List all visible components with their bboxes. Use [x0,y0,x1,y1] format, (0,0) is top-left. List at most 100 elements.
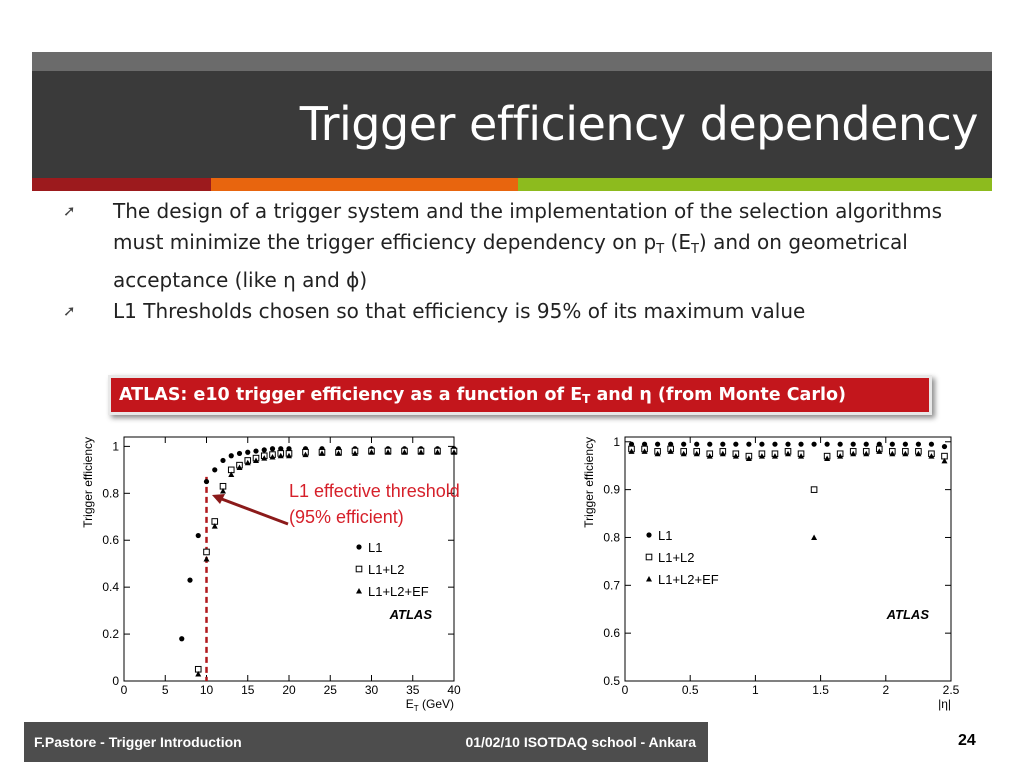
data-point [286,452,292,459]
data-point [236,450,243,457]
title-bar: Trigger efficiency dependency [32,71,992,178]
x-tick-label: 5 [162,683,169,697]
data-point [203,556,210,562]
bullet-item: ➚ The design of a trigger system and the… [56,196,956,296]
data-point [850,441,856,447]
data-point [195,532,201,539]
x-axis-label: |η| [938,697,951,711]
x-tick-label: 0 [622,683,629,697]
data-point [758,453,765,459]
data-point [654,450,661,457]
data-point [356,544,362,550]
y-tick-label: 1 [613,435,620,449]
footer-bar: F.Pastore - Trigger Introduction 01/02/1… [24,722,708,762]
x-tick-label: 0.5 [682,683,699,697]
data-point [385,449,391,455]
footer-event: 01/02/10 ISOTDAQ school - Ankara [465,734,696,750]
legend-label: L1 [658,528,672,543]
subscript: T [582,392,591,406]
data-point [824,441,830,447]
bullet-text: ) and on geometrical acceptance (like η … [113,230,908,292]
data-point [928,441,935,447]
data-point [641,448,648,454]
y-axis-label: Trigger efficiency [81,437,95,528]
data-point [863,450,870,457]
legend-label: L1+L2+EF [658,572,719,587]
data-point [245,449,251,455]
data-point [785,450,791,457]
atlas-watermark: ATLAS [389,607,433,622]
data-point [876,448,883,454]
y-tick-label: 1 [112,439,119,453]
annotation-line: L1 effective threshold [289,481,460,501]
data-point [335,450,342,456]
bullet-item: ➚ L1 Thresholds chosen so that efficienc… [56,296,956,327]
footer-author: F.Pastore - Trigger Introduction [34,734,242,750]
data-point [261,455,268,461]
data-point [641,441,648,447]
data-point [187,577,193,583]
arrow-bullet-icon: ➚ [63,202,76,220]
data-point [368,449,375,455]
x-tick-label: 10 [200,683,214,697]
data-point [693,450,700,457]
data-point [628,448,635,454]
x-tick-label: 0 [121,683,128,697]
page-number: 24 [958,732,976,749]
data-point [645,553,653,561]
y-tick-label: 0.2 [102,627,119,641]
data-point [203,478,210,485]
data-point [667,448,674,454]
x-tick-label: 20 [282,683,296,697]
legend-label: L1+L2 [658,550,695,565]
data-point [228,471,235,478]
data-point [228,453,234,459]
stripe-green [518,178,992,191]
title-top-band [32,52,992,71]
data-point [655,441,661,447]
data-point [785,441,791,447]
y-tick-label: 0.6 [102,533,119,547]
subscript: T [656,242,665,257]
data-point [220,487,226,494]
bullet-text: L1 Thresholds chosen so that efficiency … [113,299,806,323]
data-point [195,670,202,677]
data-point [646,576,652,582]
subscript: T [690,242,699,257]
data-point [261,447,267,453]
data-point [220,457,226,464]
data-point [798,453,805,459]
y-tick-label: 0.6 [603,626,620,640]
data-point [277,452,284,459]
y-tick-label: 0.8 [102,486,119,500]
data-point [863,441,869,447]
data-point [941,457,948,464]
data-point [889,450,896,457]
data-point [850,450,857,457]
data-point [203,548,210,556]
bullet-list: ➚ The design of a trigger system and the… [56,196,956,327]
x-tick-label: 15 [241,683,255,697]
data-point [772,441,778,447]
data-point [902,450,909,457]
data-point [902,441,908,447]
data-point [355,565,363,573]
data-point [720,441,726,447]
data-point [681,441,687,447]
data-point [941,443,948,450]
x-tick-label: 40 [447,683,461,697]
eta-efficiency-chart: 0 0.5 1 1.5 2 2.50.50.60.70.80.91|η|Trigger e… [582,435,960,711]
data-point [745,455,752,462]
x-tick-label: 30 [365,683,379,697]
data-point [811,441,817,447]
data-point [915,441,921,447]
data-point [212,467,218,473]
data-point [253,457,259,463]
plot-frame [123,436,455,682]
data-point [889,441,895,447]
data-point [352,450,358,456]
x-tick-label: 25 [324,683,338,697]
y-tick-label: 0.5 [603,674,620,688]
x-tick-label: 2 [882,683,889,697]
slide-title: Trigger efficiency dependency [299,97,979,151]
